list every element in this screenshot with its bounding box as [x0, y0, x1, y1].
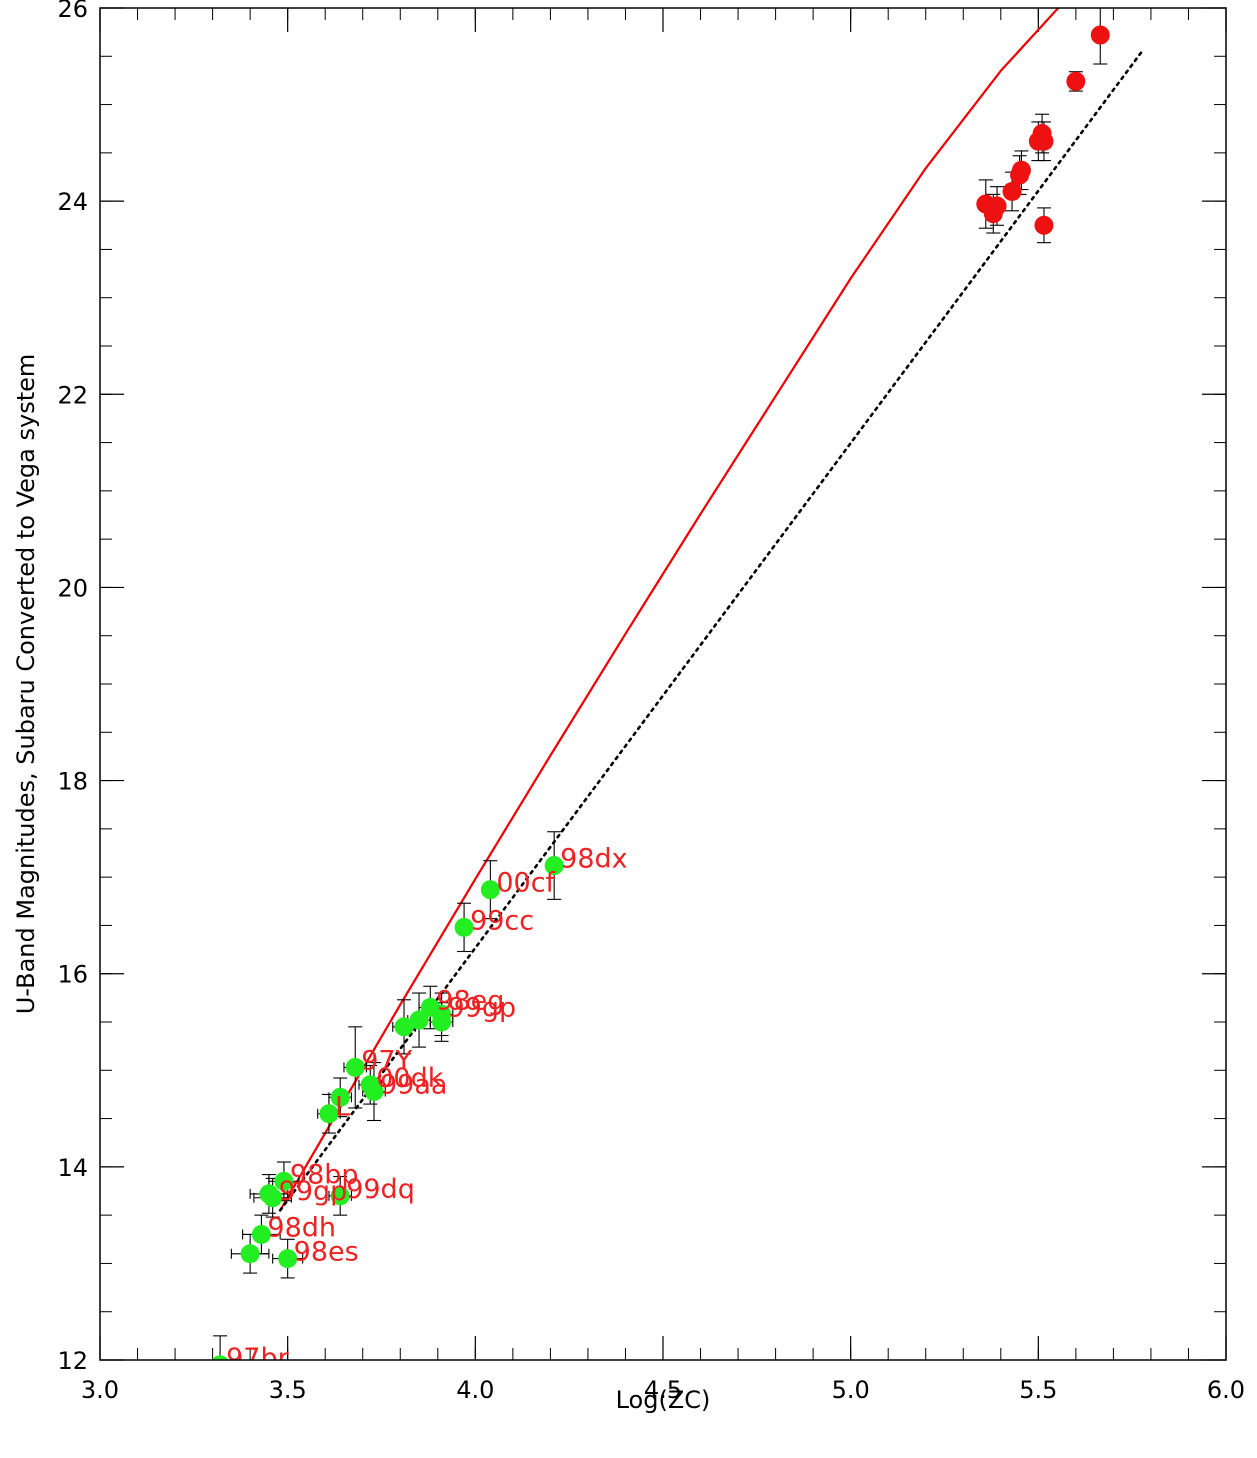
point-label: 98es: [294, 1237, 359, 1268]
y-tick-label: 20: [57, 574, 88, 602]
data-point: [409, 1010, 429, 1030]
point-labels: 97br98dh99gp98bp98es99dqL97Y00dk99aa98eg…: [226, 844, 628, 1374]
x-tick-label: 6.0: [1207, 1376, 1245, 1404]
x-axis-title: Log(ZC): [616, 1386, 711, 1414]
data-point: [480, 880, 500, 900]
data-point: [330, 1186, 350, 1206]
y-tick-label: 18: [57, 768, 88, 796]
x-tick-label: 3.0: [81, 1376, 119, 1404]
tick-labels: 3.0 3.5 4.0 4.5 5.0 5.5 6.0 12 14 16 18 20 22 24 26: [57, 0, 1245, 1404]
data-point: [1066, 71, 1086, 91]
data-point: [364, 1082, 384, 1102]
point-label: 97Y: [361, 1045, 412, 1076]
data-point: [1011, 160, 1031, 180]
point-label: 99cc: [470, 905, 534, 936]
data-point: [274, 1171, 294, 1191]
point-label: 98dx: [560, 844, 627, 875]
data-point: [544, 856, 564, 876]
data-point: [1002, 181, 1022, 201]
point-label: 98dh: [267, 1212, 336, 1243]
y-tick-label: 26: [57, 0, 88, 23]
point-label: 99aa: [380, 1070, 447, 1101]
point-label: 98eg: [436, 986, 504, 1017]
x-tick-label: 3.5: [269, 1376, 307, 1404]
data-point: [319, 1104, 339, 1124]
y-axis-title: U-Band Magnitudes, Subaru Converted to V…: [12, 354, 40, 1015]
data-point: [263, 1188, 283, 1208]
data-point: [1090, 25, 1110, 45]
x-tick-label: 5.5: [1019, 1376, 1057, 1404]
axis-ticks: [99, 7, 1227, 1361]
data-point: [240, 1244, 260, 1264]
x-tick-label: 4.5: [644, 1376, 682, 1404]
data-point: [1034, 131, 1054, 151]
point-label: 99gp: [279, 1176, 348, 1207]
data-point: [251, 1224, 271, 1244]
point-label: 97br: [226, 1343, 289, 1374]
linear-fit-line: [278, 48, 1145, 1212]
data-point: [454, 917, 474, 937]
data-points: [211, 25, 1110, 1360]
y-tick-label: 22: [57, 381, 88, 409]
data-point: [278, 1249, 298, 1269]
x-tick-label: 4.0: [456, 1376, 494, 1404]
data-point: [987, 196, 1007, 216]
y-tick-label: 24: [57, 188, 88, 216]
y-tick-label: 14: [57, 1154, 88, 1182]
data-point: [330, 1087, 350, 1107]
y-tick-label: 16: [57, 961, 88, 989]
point-label: 98bp: [290, 1159, 359, 1190]
model-fit-curve: [279, 8, 1060, 1211]
data-point: [432, 1012, 452, 1032]
plot-frame: [99, 7, 1227, 1361]
point-label: 00cf: [496, 868, 556, 899]
point-label: L: [335, 1092, 350, 1123]
point-label: 99gp: [448, 992, 517, 1023]
point-label: 99dq: [346, 1174, 415, 1205]
x-tick-label: 5.0: [832, 1376, 870, 1404]
data-point: [345, 1057, 365, 1077]
y-tick-label: 12: [57, 1347, 88, 1375]
data-point: [394, 1017, 414, 1037]
data-point: [1034, 215, 1054, 235]
data-point: [211, 1355, 229, 1360]
point-label: 00dk: [376, 1063, 443, 1094]
